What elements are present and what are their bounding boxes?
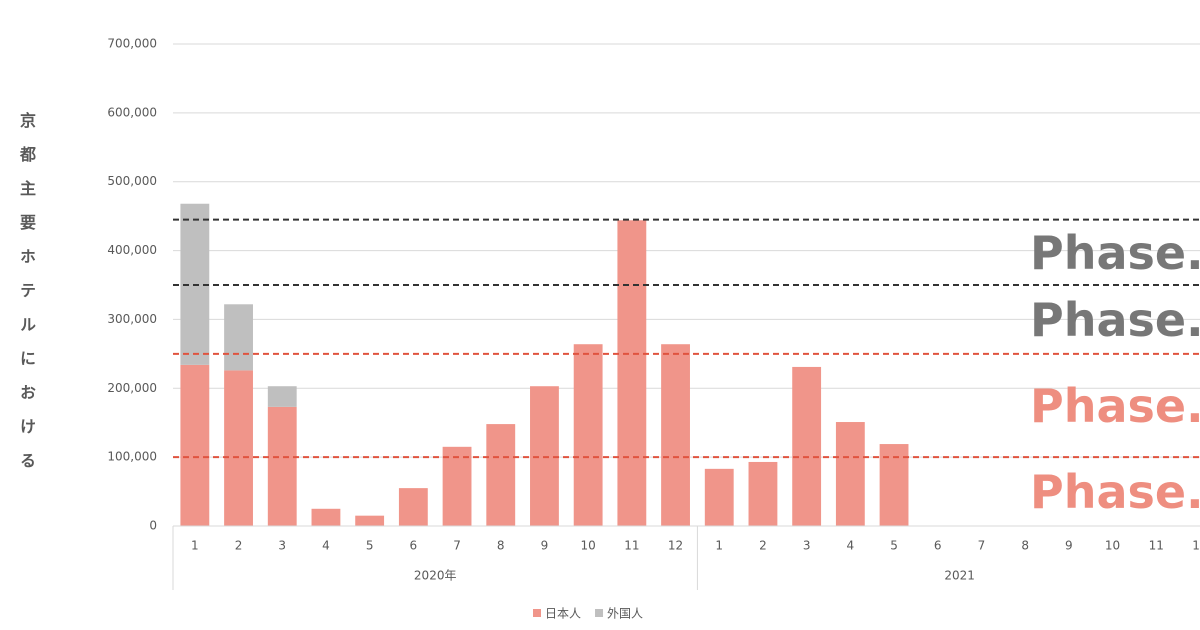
bar [398, 488, 428, 526]
x-tick-label: 10 [581, 539, 596, 553]
bar [661, 344, 690, 526]
x-tick-label: 3 [803, 539, 811, 553]
bar [748, 461, 778, 526]
x-tick-label: 2 [235, 539, 243, 553]
y-axis-title: 京都主要ホテルにおける [17, 112, 36, 486]
y-tick-label: 0 [149, 519, 157, 533]
x-tick-label: 8 [497, 539, 505, 553]
group-label: 2021 [944, 569, 975, 583]
x-tick-label: 9 [1065, 539, 1073, 553]
x-tick-label: 12 [1192, 539, 1200, 553]
x-tick-label: 11 [1149, 539, 1164, 553]
x-tick-label: 5 [890, 539, 898, 553]
legend-swatch [533, 609, 541, 617]
phase-label: Phase.1 [1030, 465, 1200, 519]
y-tick-label: 600,000 [107, 105, 157, 119]
bar [267, 406, 297, 526]
x-tick-label: 12 [668, 539, 683, 553]
legend-label: 日本人 [545, 607, 581, 621]
y-tick-label: 200,000 [107, 381, 157, 395]
x-tick-label: 1 [191, 539, 199, 553]
x-tick-label: 10 [1105, 539, 1120, 553]
x-tick-label: 5 [366, 539, 374, 553]
x-tick-label: 1 [715, 539, 723, 553]
bar [267, 386, 297, 407]
x-tick-label: 3 [278, 539, 286, 553]
group-label: 2020年 [414, 569, 457, 583]
phase-label: Phase.4 [1030, 226, 1200, 280]
bar [355, 515, 385, 526]
x-tick-label: 2 [759, 539, 767, 553]
bar [530, 386, 559, 526]
x-tick-label: 9 [541, 539, 549, 553]
bar [573, 344, 603, 526]
x-tick-label: 4 [322, 539, 330, 553]
bar [180, 364, 210, 526]
x-tick-label: 6 [934, 539, 942, 553]
phase-label: Phase.2 [1030, 379, 1200, 433]
y-tick-label: 500,000 [107, 174, 157, 188]
legend-swatch [595, 609, 604, 617]
bar [792, 366, 822, 526]
bar [442, 446, 472, 526]
bar [311, 508, 341, 526]
y-tick-label: 400,000 [107, 243, 157, 257]
bar [224, 370, 253, 526]
bar [835, 422, 865, 526]
bar [224, 304, 253, 371]
x-tick-label: 11 [624, 539, 639, 553]
x-tick-label: 8 [1021, 539, 1029, 553]
x-tick-label: 4 [847, 539, 855, 553]
x-tick-label: 7 [978, 539, 986, 553]
y-tick-label: 300,000 [107, 312, 157, 326]
bar [486, 424, 516, 526]
bar [704, 468, 734, 526]
x-tick-label: 6 [410, 539, 418, 553]
y-tick-label: 100,000 [107, 450, 157, 464]
x-tick-label: 7 [453, 539, 461, 553]
phase-label: Phase.3 [1030, 293, 1200, 347]
y-tick-label: 700,000 [107, 37, 157, 51]
bar [617, 220, 647, 526]
legend-label: 外国人 [607, 607, 643, 621]
